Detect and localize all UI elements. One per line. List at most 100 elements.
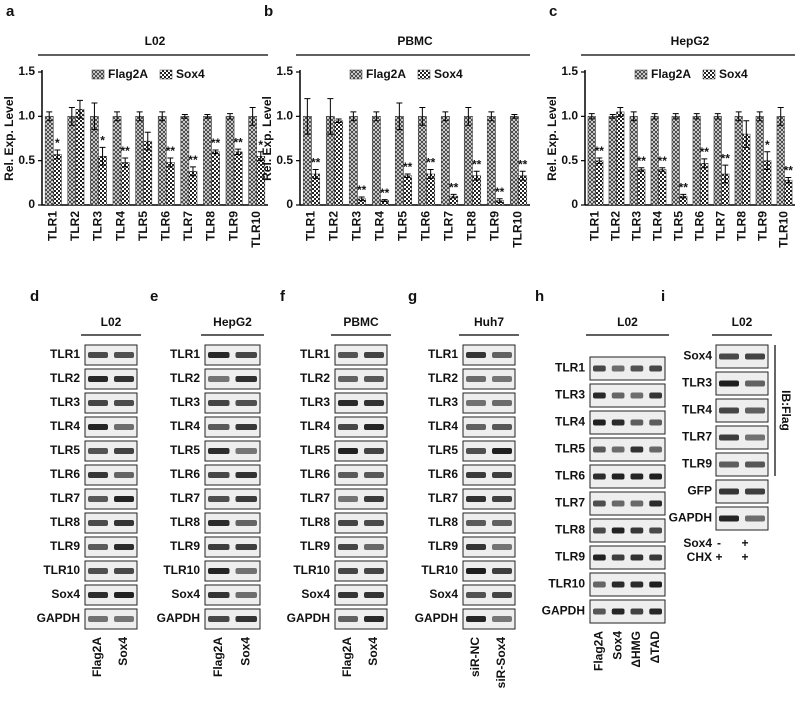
row-label: TLR3 [170, 395, 200, 409]
band [338, 352, 358, 358]
band [719, 515, 739, 522]
bar [700, 163, 709, 206]
row-label: TLR4 [170, 419, 200, 433]
panel-letter: b [264, 3, 273, 20]
panel-letter: g [408, 288, 417, 305]
band [466, 592, 486, 598]
significance: ** [120, 144, 130, 158]
band [611, 608, 625, 615]
blot-box [715, 371, 769, 396]
y-tick-label: 0.5 [18, 153, 35, 167]
band [630, 419, 644, 426]
blot-box [462, 488, 516, 510]
band [364, 424, 384, 430]
row-label: TLR2 [50, 371, 80, 385]
band [114, 400, 134, 406]
error-bar [488, 111, 495, 122]
x-tick-label: TLR10 [511, 211, 525, 248]
y-axis-label: Rel. Exp. Level [260, 96, 274, 181]
band [364, 448, 384, 454]
legend-swatch [417, 69, 431, 80]
blot-box [84, 584, 138, 606]
error-bar [76, 99, 83, 119]
y-tick-label: 0.5 [276, 153, 293, 167]
blot-box [334, 488, 388, 510]
bar [233, 151, 243, 206]
band [611, 500, 625, 507]
band [745, 434, 765, 441]
band [492, 472, 512, 478]
x-tick-label: TLR3 [91, 211, 105, 241]
x-tick-label: TLR2 [609, 211, 623, 241]
row-label: TLR1 [170, 347, 200, 361]
y-tick-label: 1.5 [276, 64, 293, 78]
row-label: TLR4 [50, 419, 80, 433]
row-label: TLR3 [50, 395, 80, 409]
band [338, 568, 358, 574]
row-label: GAPDH [157, 611, 200, 625]
x-tick-label: TLR8 [204, 211, 218, 241]
band [208, 472, 230, 478]
row-label: TLR1 [555, 361, 585, 375]
row-label: Sox4 [171, 587, 200, 601]
x-tick-label: TLR5 [396, 211, 410, 241]
error-bar [312, 169, 319, 179]
row-label: TLR7 [300, 491, 330, 505]
blot-box [589, 518, 666, 543]
band [593, 365, 606, 372]
blot-box [462, 608, 516, 630]
chart-title: HepG2 [671, 34, 710, 48]
band [208, 448, 230, 454]
condition-value: + [715, 550, 722, 564]
row-label: TLR5 [428, 443, 458, 457]
bar [53, 154, 62, 206]
band [611, 365, 625, 372]
band [114, 592, 134, 598]
error-bar [680, 193, 687, 199]
bar [143, 140, 153, 206]
x-tick-label: TLR10 [249, 211, 263, 248]
blot-box [589, 491, 666, 516]
x-tick-label: TLR6 [419, 211, 433, 241]
band [235, 592, 257, 598]
row-label: GAPDH [542, 604, 585, 618]
error-bar [714, 113, 721, 120]
band [88, 568, 108, 574]
band [492, 592, 512, 598]
row-label: TLR8 [428, 515, 458, 529]
significance: ** [357, 183, 367, 197]
band [364, 520, 384, 526]
band [492, 496, 512, 502]
band [364, 352, 384, 358]
row-label: TLR9 [428, 539, 458, 553]
bar [403, 175, 413, 206]
error-bar [701, 158, 708, 169]
y-tick-label: 0 [571, 197, 578, 211]
x-tick-label: TLR7 [442, 211, 456, 241]
blot-box [589, 545, 666, 570]
blot-box [84, 416, 138, 438]
band [611, 419, 625, 426]
row-label: TLR7 [50, 491, 80, 505]
panel-letter: h [535, 288, 544, 305]
band [88, 400, 108, 406]
row-label: TLR8 [50, 515, 80, 529]
band [364, 472, 384, 478]
error-bar [722, 164, 729, 184]
error-bar [350, 111, 357, 122]
blot-box [334, 464, 388, 486]
legend-label: Flag2A [108, 67, 148, 81]
blot-box [84, 488, 138, 510]
error-bar [358, 196, 365, 202]
row-label: TLR6 [50, 467, 80, 481]
band [745, 407, 765, 414]
band [630, 473, 644, 480]
blot-box [204, 368, 261, 390]
blot-box [204, 584, 261, 606]
error-bar [777, 106, 784, 126]
band [88, 520, 108, 526]
band [593, 527, 606, 534]
significance: ** [658, 154, 668, 168]
panel-letter: i [661, 288, 665, 305]
bar [188, 171, 198, 206]
